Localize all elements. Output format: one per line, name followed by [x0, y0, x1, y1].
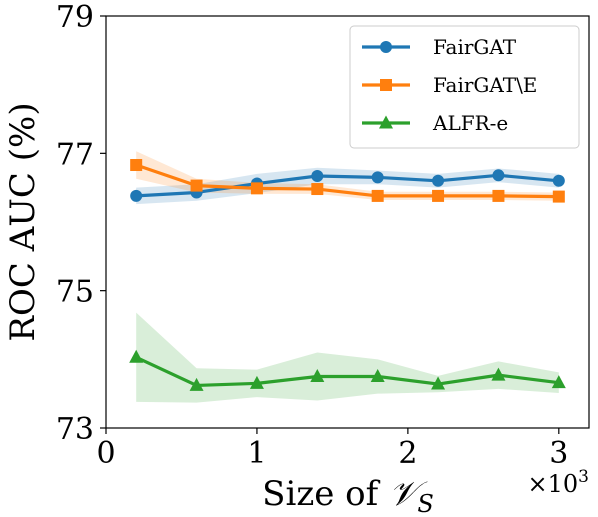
legend: FairGAT FairGAT\E ALFR-e [349, 25, 580, 149]
x-axis-label-prefix: Size of [262, 474, 389, 514]
marker-series-1-point-5 [432, 189, 445, 202]
marker-series-0-point-3 [311, 169, 324, 182]
marker-series-1-point-6 [492, 189, 505, 202]
line-series-1 [135, 163, 559, 199]
line-series-2 [135, 355, 560, 388]
legend-label-1: FairGAT\E [433, 73, 537, 97]
marker-series-1-point-0 [130, 159, 143, 172]
marker-series-0-point-0 [130, 189, 143, 202]
axis-ticks: 0 1 2 3 73 75 77 79 [56, 0, 569, 471]
x-tick-label-3: 3 [549, 436, 568, 471]
marker-series-2-point-3 [310, 369, 325, 382]
legend-label-2: ALFR-e [432, 111, 508, 135]
marker-series-2-point-7 [551, 375, 566, 389]
plot-frame [105, 15, 590, 429]
marker-series-1-point-7 [552, 190, 565, 203]
marker-series-2-point-2 [249, 375, 264, 389]
y-tick-label-0: 73 [56, 412, 94, 447]
marker-series-2-point-4 [370, 369, 385, 382]
y-tick-label-2: 77 [56, 137, 94, 172]
line-series-0 [136, 173, 559, 198]
marker-series-2-point-5 [431, 376, 446, 390]
x-tick-label-2: 2 [398, 436, 417, 471]
x-axis-multiplier-base: ×10 [528, 470, 579, 498]
marker-series-1-point-3 [311, 183, 324, 196]
x-axis-multiplier: ×103 [528, 467, 589, 498]
legend-label-0: FairGAT [433, 35, 517, 59]
x-tick-label-0: 0 [96, 436, 115, 471]
marker-series-1-point-2 [250, 182, 263, 195]
band-series-2 [136, 312, 559, 403]
series-lines [135, 163, 560, 388]
marker-series-0-point-4 [371, 171, 384, 184]
marker-series-2-point-6 [491, 367, 506, 381]
marker-series-2-point-0 [129, 349, 144, 363]
marker-series-1-point-1 [190, 179, 203, 192]
legend-box [349, 25, 580, 149]
x-axis-label-subscript: S [417, 490, 433, 517]
marker-series-0-point-7 [552, 174, 565, 187]
legend-marker-0 [380, 41, 392, 53]
x-axis-label: Size of 𝒱S [262, 474, 434, 517]
x-tick-label-1: 1 [247, 436, 266, 471]
band-series-0 [136, 167, 559, 205]
y-tick-label-1: 75 [56, 275, 94, 310]
legend-marker-1 [380, 79, 392, 91]
marker-series-2-point-1 [189, 377, 204, 391]
legend-marker-2 [379, 115, 393, 129]
series-markers [129, 159, 566, 391]
marker-series-0-point-6 [492, 169, 505, 182]
marker-series-1-point-4 [371, 189, 384, 202]
x-axis-multiplier-exponent: 3 [578, 467, 589, 487]
marker-series-0-point-5 [432, 174, 445, 187]
y-tick-label-3: 79 [56, 0, 94, 35]
y-axis-label: ROC AUC (%) [3, 102, 43, 341]
